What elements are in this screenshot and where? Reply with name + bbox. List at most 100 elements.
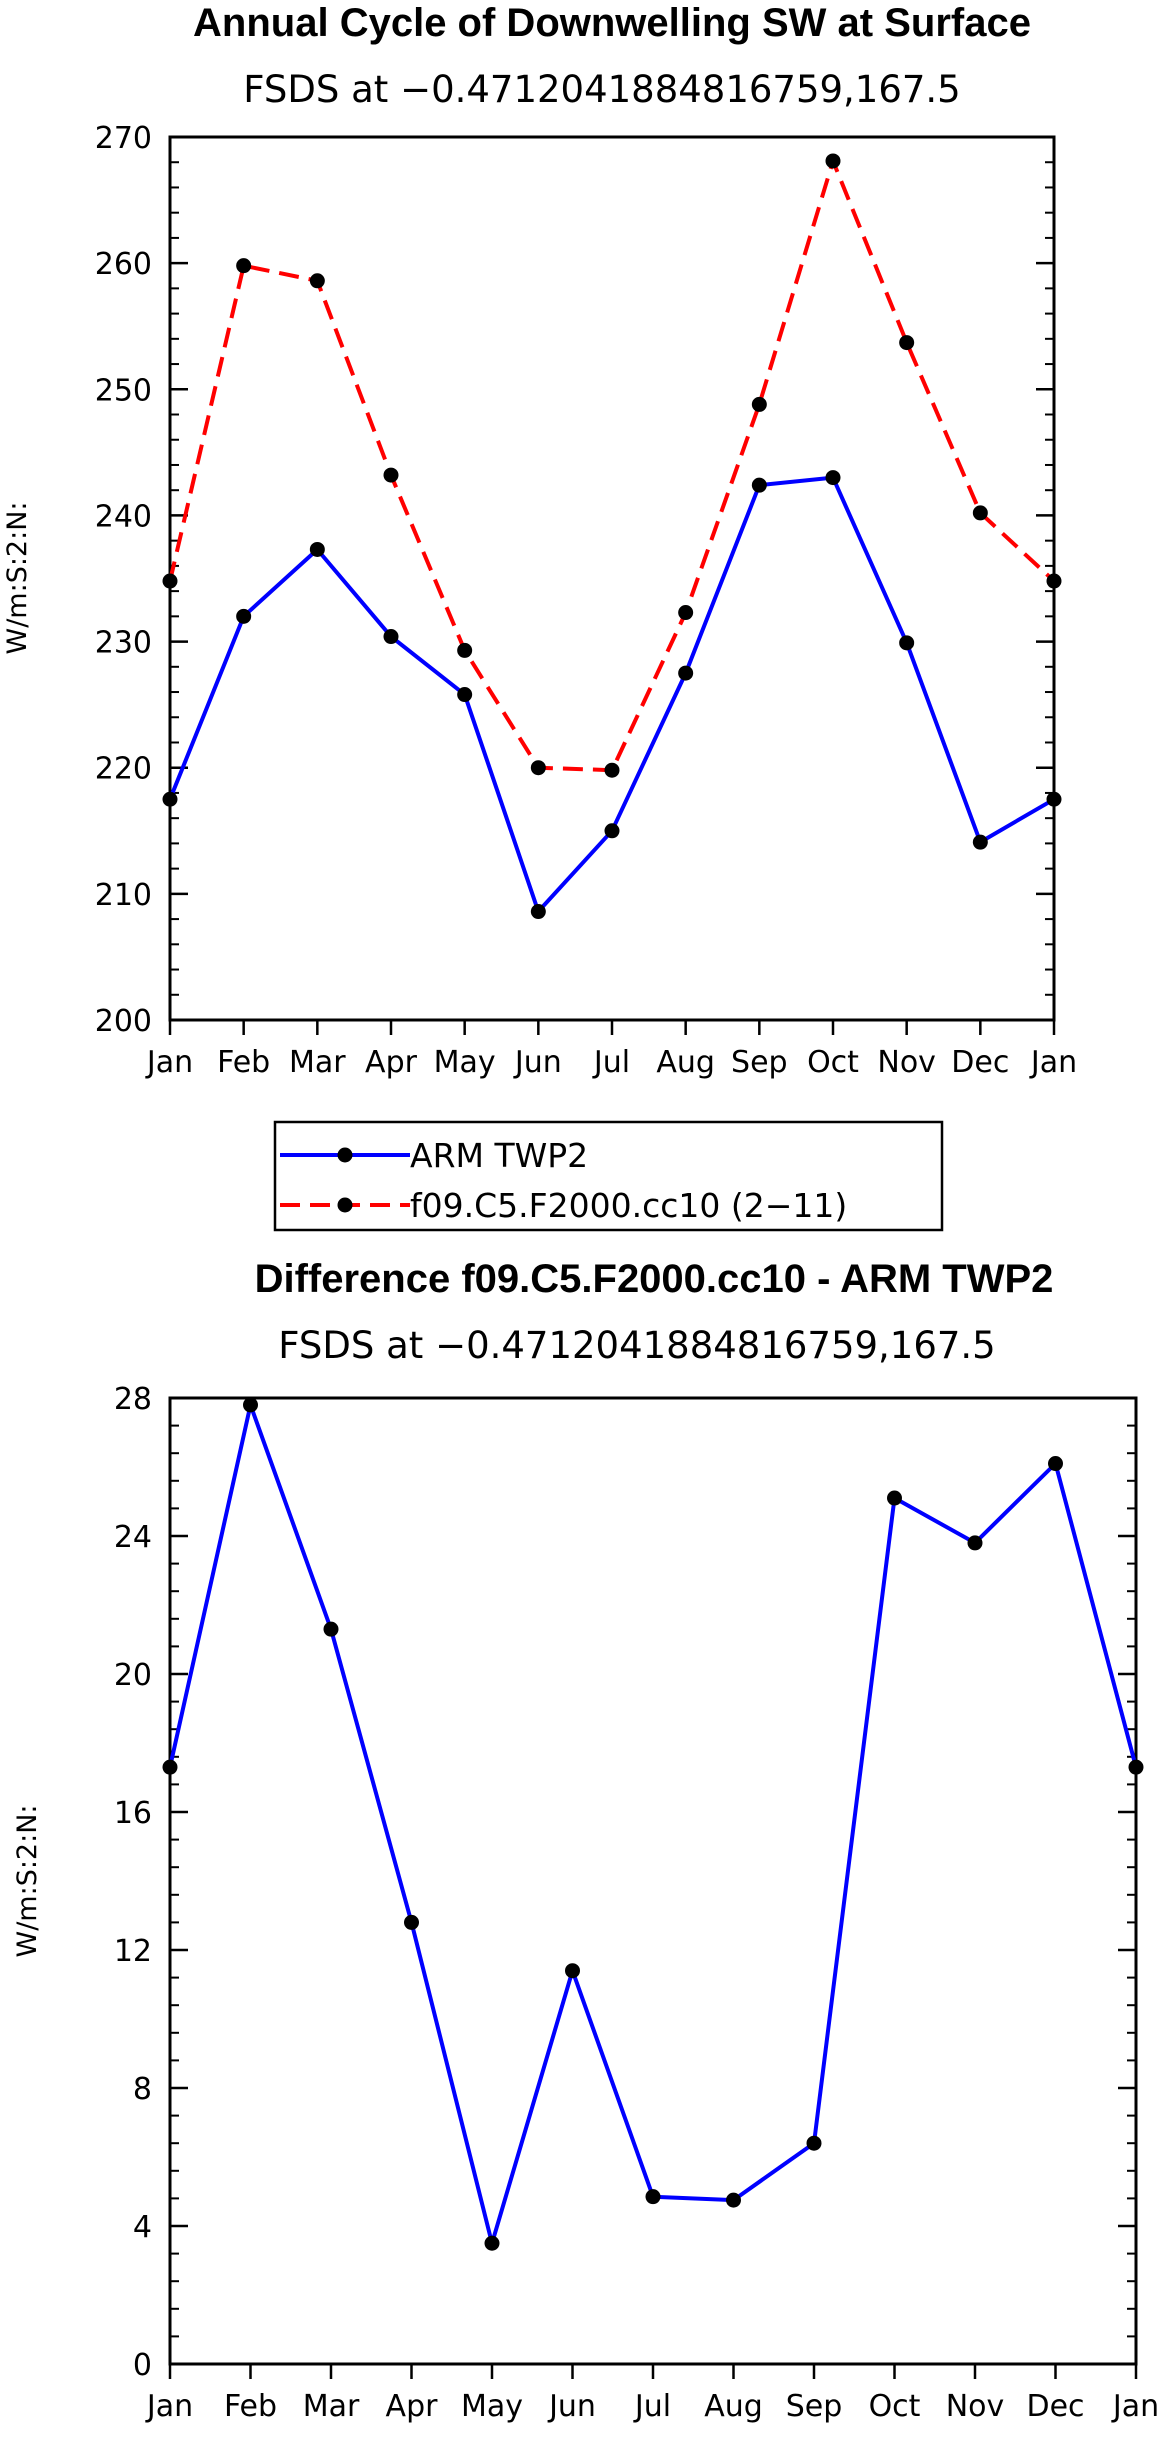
- chart2-xtick-label: Jan: [1111, 2389, 1159, 2424]
- chart1-series-1-point: [383, 467, 399, 483]
- chart1-series-0-point: [383, 629, 399, 645]
- chart2-xtick-label: Jul: [633, 2389, 671, 2424]
- chart1-series-0-point: [825, 470, 841, 486]
- chart1-xtick-label: Jan: [1029, 1045, 1077, 1080]
- chart2-series-0-point: [1048, 1456, 1063, 1472]
- chart2-series-0-point: [887, 1490, 902, 1506]
- chart2-subtitle: FSDS at −0.4712041884816759,167.5: [278, 1324, 995, 1367]
- chart2-series-0-point: [967, 1535, 983, 1551]
- chart1-xtick-label: May: [434, 1045, 496, 1080]
- chart2-ytick-label: 16: [114, 1796, 152, 1831]
- chart1-xtick-label: Mar: [289, 1045, 346, 1080]
- legend-marker-arm: [337, 1147, 353, 1163]
- chart2-ytick-label: 4: [133, 2210, 152, 2245]
- chart2-xtick-label: Oct: [869, 2389, 921, 2424]
- legend-label-model: f09.C5.F2000.cc10 (2−11): [410, 1186, 847, 1225]
- chart2-ytick-label: 28: [114, 1382, 152, 1417]
- chart1-legend: ARM TWP2 f09.C5.F2000.cc10 (2−11): [273, 1120, 944, 1232]
- chart2-xtick-label: May: [461, 2389, 523, 2424]
- chart1-series-0-point: [457, 687, 473, 703]
- chart2-series-0-point: [323, 1621, 339, 1637]
- chart1-series-1-point: [604, 762, 620, 778]
- chart1-ytick-label: 250: [95, 373, 152, 408]
- chart1-xtick-label: Feb: [217, 1045, 270, 1080]
- chart1-series-1-point: [751, 396, 767, 412]
- chart2-xtick-label: Mar: [303, 2389, 360, 2424]
- chart1-xtick-label: Dec: [951, 1045, 1009, 1080]
- chart2-xtick-label: Nov: [946, 2389, 1005, 2424]
- legend-box: [273, 1120, 944, 1232]
- chart2-ytick-label: 24: [114, 1520, 152, 1555]
- chart1-ytick-label: 200: [95, 1004, 152, 1039]
- chart2-xtick-label: Dec: [1026, 2389, 1084, 2424]
- legend-label-arm: ARM TWP2: [410, 1136, 588, 1175]
- chart1-series-1-point: [1046, 573, 1062, 589]
- chart1-xtick-label: Nov: [877, 1045, 936, 1080]
- chart2-title: Difference f09.C5.F2000.cc10 - ARM TWP2: [255, 1257, 1054, 1301]
- chart1-series-0-point: [530, 904, 546, 920]
- chart2-series-0-point: [1128, 1759, 1144, 1775]
- chart2-series-0-point: [726, 2192, 741, 2208]
- chart1-series-0-point: [604, 823, 620, 839]
- chart1-series-0-point: [236, 608, 252, 624]
- chart2-ytick-label: 20: [114, 1658, 152, 1693]
- chart1-series-0-point: [309, 541, 325, 557]
- chart2-xtick-label: Aug: [704, 2389, 763, 2424]
- chart1-ytick-label: 220: [95, 752, 152, 787]
- chart1-series-line-0: [168, 475, 1056, 914]
- chart1-xtick-label: Jan: [145, 1045, 193, 1080]
- chart1-xtick-label: Aug: [656, 1045, 715, 1080]
- chart1-series-0-point: [899, 635, 915, 651]
- chart1-series-1-point: [899, 335, 915, 351]
- chart1-series-1-point: [678, 605, 694, 621]
- chart1-series-0-point: [751, 477, 767, 493]
- chart1-ytick-label: 210: [95, 878, 152, 913]
- chart1-ytick-label: 230: [95, 626, 152, 661]
- chart2-series-line-0: [168, 1402, 1138, 2246]
- chart1-ytick-label: 240: [95, 499, 152, 534]
- chart1-series-1-point: [972, 505, 988, 521]
- chart2-series-0-point: [806, 2135, 822, 2151]
- chart1-title: Annual Cycle of Downwelling SW at Surfac…: [193, 1, 1031, 45]
- chart1-series-1-point: [309, 273, 325, 289]
- chart1-series-0-point: [1046, 791, 1062, 807]
- chart2-xtick-label: Jan: [145, 2389, 193, 2424]
- chart2-series-0-point: [243, 1397, 258, 1413]
- chart2-ytick-label: 0: [133, 2348, 152, 2383]
- chart1-xtick-label: Oct: [807, 1045, 859, 1080]
- chart2-ytick-label: 12: [114, 1934, 152, 1969]
- chart2-xtick-label: Sep: [786, 2389, 843, 2424]
- chart2-ytick-label: 8: [133, 2072, 152, 2107]
- chart2-ylabel: W/m:S:2:N:: [12, 1805, 43, 1958]
- chart1-plot: 200 210 220 230 240 250 260 270 Jan Feb Mar Apr May J…: [2, 121, 1077, 1080]
- chart2-frame: [168, 1396, 1138, 2366]
- chart2-xtick-label: Apr: [386, 2389, 439, 2424]
- chart2-series-0-point: [645, 2189, 661, 2205]
- chart2-series-0-point: [565, 1963, 580, 1979]
- chart1-series-1-point: [236, 258, 252, 274]
- chart1-ytick-label: 270: [95, 121, 152, 156]
- chart2-xtick-label: Jun: [547, 2389, 596, 2424]
- chart1-series-1-point: [457, 642, 473, 658]
- chart1-series-0-point: [972, 834, 988, 850]
- chart1-xtick-label: Sep: [731, 1045, 788, 1080]
- chart1-series-1-point: [530, 760, 546, 776]
- chart1-subtitle: FSDS at −0.4712041884816759,167.5: [243, 68, 960, 111]
- chart2-series-0-point: [162, 1759, 178, 1775]
- chart1-xtick-label: Jul: [592, 1045, 630, 1080]
- chart1-frame: [168, 135, 1056, 1022]
- chart1-ytick-label: 260: [95, 247, 152, 282]
- chart2-xtick-label: Feb: [224, 2389, 277, 2424]
- chart1-series-1-point: [825, 153, 841, 169]
- chart1-series-1-point: [162, 573, 178, 589]
- chart1-xtick-label: Jun: [513, 1045, 562, 1080]
- chart1-series-0-point: [162, 791, 178, 807]
- chart2-series-0-point: [404, 1914, 419, 1930]
- chart2-series-0-point: [484, 2235, 500, 2251]
- chart1-ylabel: W/m:S:2:N:: [2, 502, 33, 655]
- chart1-xtick-label: Apr: [365, 1045, 418, 1080]
- legend-marker-model: [337, 1197, 353, 1213]
- chart1-series-0-point: [678, 665, 694, 681]
- chart2-plot: 0 4 8 12 16 20 24 28 Jan Feb Mar Apr May Jun Jul Aug Sep…: [12, 1382, 1159, 2424]
